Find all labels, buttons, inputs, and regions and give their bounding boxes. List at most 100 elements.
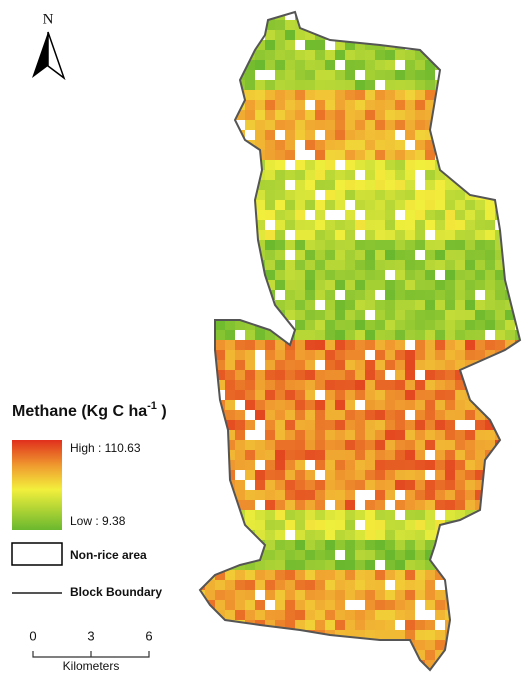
raster-cell: [335, 40, 345, 50]
raster-cell: [275, 320, 285, 330]
raster-cell: [265, 40, 275, 50]
raster-cell: [305, 660, 315, 670]
raster-cell: [375, 470, 385, 480]
raster-cell: [305, 40, 315, 50]
raster-cell: [295, 60, 305, 70]
raster-cell: [495, 550, 505, 560]
raster-cell: [505, 270, 515, 280]
raster-cell: [345, 60, 355, 70]
raster-cell: [425, 220, 435, 230]
raster-cell: [295, 210, 305, 220]
raster-cell: [395, 400, 405, 410]
raster-cell: [215, 420, 225, 430]
raster-cell: [375, 180, 385, 190]
raster-cell: [205, 530, 215, 540]
raster-cell: [255, 470, 265, 480]
raster-cell: [405, 280, 415, 290]
raster-cell: [315, 250, 325, 260]
raster-cell: [505, 90, 515, 100]
raster-cell: [235, 250, 245, 260]
raster-cell: [200, 50, 205, 60]
raster-cell: [345, 510, 355, 520]
raster-cell: [335, 590, 345, 600]
raster-cell: [265, 360, 275, 370]
raster-cell: [435, 440, 445, 450]
raster-cell: [275, 150, 285, 160]
raster-cell: [375, 390, 385, 400]
raster-cell: [455, 130, 465, 140]
raster-cell: [465, 610, 475, 620]
raster-cell: [205, 620, 215, 630]
raster-cell: [445, 570, 455, 580]
raster-cell: [305, 350, 315, 360]
raster-cell: [345, 270, 355, 280]
raster-cell: [385, 130, 395, 140]
raster-cell: [505, 590, 515, 600]
raster-cell: [255, 430, 265, 440]
raster-cell: [505, 540, 515, 550]
raster-cell: [325, 570, 335, 580]
raster-cell: [265, 260, 275, 270]
raster-cell: [355, 170, 365, 180]
raster-cell: [355, 30, 365, 40]
raster-cell: [255, 200, 265, 210]
raster-cell: [225, 30, 235, 40]
raster-cell: [475, 200, 485, 210]
raster-cell: [275, 130, 285, 140]
raster-cell: [495, 300, 505, 310]
raster-cell: [225, 240, 235, 250]
raster-cell: [415, 150, 425, 160]
raster-cell: [425, 570, 435, 580]
raster-cell: [425, 490, 435, 500]
raster-cell: [200, 190, 205, 200]
raster-cell: [435, 180, 445, 190]
raster-cell: [425, 40, 435, 50]
raster-cell: [495, 310, 505, 320]
raster-cell: [455, 310, 465, 320]
raster-cell: [495, 340, 505, 350]
raster-cell: [405, 260, 415, 270]
raster-cell: [285, 410, 295, 420]
raster-cell: [395, 360, 405, 370]
raster-cell: [275, 180, 285, 190]
raster-cell: [415, 190, 425, 200]
raster-cell: [325, 300, 335, 310]
raster-cell: [245, 280, 255, 290]
raster-cell: [335, 360, 345, 370]
raster-cell: [515, 80, 520, 90]
raster-cell: [335, 12, 345, 20]
legend: Methane (Kg C ha-1 ) High : 110.63 Low :…: [11, 400, 167, 599]
raster-cell: [325, 340, 335, 350]
raster-cell: [245, 600, 255, 610]
raster-cell: [245, 40, 255, 50]
raster-cell: [365, 540, 375, 550]
raster-cell: [315, 160, 325, 170]
raster-cell: [415, 120, 425, 130]
raster-cell: [325, 600, 335, 610]
raster-cell: [425, 460, 435, 470]
raster-cell: [405, 210, 415, 220]
raster-cell: [395, 250, 405, 260]
raster-cell: [305, 600, 315, 610]
raster-cell: [335, 200, 345, 210]
raster-cell: [505, 260, 515, 270]
raster-cell: [255, 220, 265, 230]
raster-cell: [205, 60, 215, 70]
raster-cell: [455, 170, 465, 180]
raster-cell: [225, 160, 235, 170]
raster-cell: [265, 540, 275, 550]
raster-cell: [485, 70, 495, 80]
raster-cell: [425, 200, 435, 210]
raster-cell: [355, 530, 365, 540]
raster-cell: [225, 300, 235, 310]
raster-cell: [465, 20, 475, 30]
raster-cell: [235, 610, 245, 620]
raster-cell: [375, 120, 385, 130]
raster-cell: [355, 360, 365, 370]
raster-cell: [335, 90, 345, 100]
raster-cell: [245, 80, 255, 90]
raster-cell: [285, 190, 295, 200]
raster-cell: [325, 100, 335, 110]
raster-cell: [315, 130, 325, 140]
raster-cell: [485, 350, 495, 360]
